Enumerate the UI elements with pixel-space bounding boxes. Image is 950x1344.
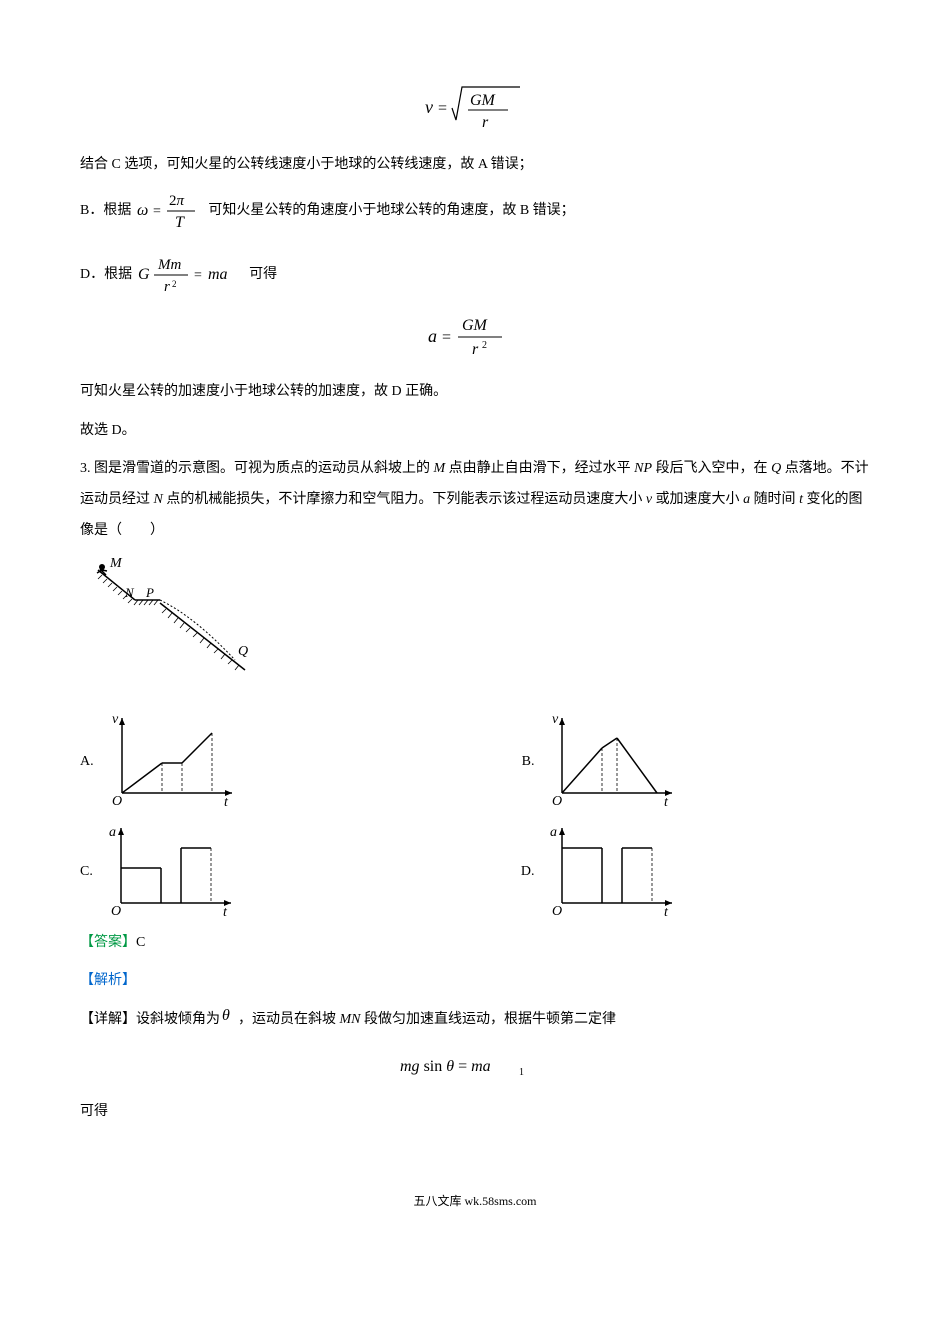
q3-text-6: 或加速度大小 <box>652 492 743 507</box>
graph-a: v O t <box>102 708 242 808</box>
svg-text:G: G <box>138 266 150 283</box>
option-c-letter: C. <box>80 857 93 918</box>
detail-end: 段做匀加速直线运动，根据牛顿第二定律 <box>361 1012 617 1027</box>
svg-text:ma: ma <box>208 266 228 283</box>
analysis-line: 【解析】 <box>80 966 870 997</box>
analysis-label-text: 【解析】 <box>80 973 136 988</box>
para-option-b: B．根据 ω = 2π T 可知火星公转的角速度小于地球公转的角速度，故 B 错… <box>80 189 870 233</box>
q3-text-7: 随时间 <box>750 492 799 507</box>
para-option-d: D．根据 G Mm r 2 = ma 可得 <box>80 253 870 297</box>
detail-post: ，运动员在斜坡 <box>238 1012 340 1027</box>
q3-text-3: 段后飞入空中，在 <box>652 461 771 476</box>
options-row-2: C. a O t D. a O t <box>80 818 870 918</box>
svg-text:Q: Q <box>238 644 248 659</box>
para-choose-d: 故选 D。 <box>80 416 870 447</box>
options-row-1: A. v O t B. v O t <box>80 708 870 808</box>
svg-text:v: v <box>425 97 433 117</box>
svg-text:Mm: Mm <box>157 257 181 273</box>
svg-text:a: a <box>428 326 437 346</box>
svg-text:2: 2 <box>172 279 177 289</box>
answer-label-text: 【答案】 <box>80 935 136 950</box>
svg-text:=: = <box>442 329 451 346</box>
svg-text:=: = <box>194 268 202 283</box>
svg-text:2π: 2π <box>169 193 185 209</box>
q3-np: NP <box>634 461 652 476</box>
option-b: B. v O t <box>522 708 683 808</box>
svg-text:a: a <box>109 825 116 840</box>
svg-text:t: t <box>664 905 669 918</box>
svg-text:t: t <box>664 795 669 808</box>
formula-a-gm: a = GM r 2 <box>80 312 870 362</box>
option-c: C. a O t <box>80 818 241 918</box>
svg-text:GM: GM <box>470 92 497 109</box>
svg-text:T: T <box>175 214 185 231</box>
svg-text:=: = <box>438 100 447 117</box>
gmm-formula: G Mm r 2 = ma <box>136 253 246 297</box>
text-b-post: 可知火星公转的角速度小于地球公转的角速度，故 B 错误； <box>208 203 574 218</box>
option-d: D. a O t <box>521 818 683 918</box>
detail-mn: MN <box>340 1012 361 1027</box>
q3-text-2: 点由静止自由滑下，经过水平 <box>445 461 634 476</box>
graph-c: a O t <box>101 818 241 918</box>
q3-text-1: 3. 图是滑雪道的示意图。可视为质点的运动员从斜坡上的 <box>80 461 434 476</box>
svg-text:=: = <box>153 204 161 219</box>
answer-value: C <box>136 935 145 950</box>
svg-text:a: a <box>550 825 557 840</box>
omega-formula: ω = 2π T <box>135 189 205 233</box>
svg-text:2: 2 <box>482 340 487 351</box>
detail-line: 【详解】设斜坡倾角为θ ，运动员在斜坡 MN 段做匀加速直线运动，根据牛顿第二定律 <box>80 1005 870 1036</box>
q3-n: N <box>154 492 163 507</box>
svg-text:P: P <box>145 585 154 600</box>
para-last: 可得 <box>80 1097 870 1128</box>
svg-text:O: O <box>552 794 562 808</box>
option-d-letter: D. <box>521 857 535 918</box>
svg-text:O: O <box>111 904 121 918</box>
svg-text:θ: θ <box>222 1007 230 1024</box>
formula-svg: v = GM r <box>420 75 530 135</box>
svg-text:ω: ω <box>137 202 148 219</box>
q3-q: Q <box>771 461 781 476</box>
graph-b: v O t <box>542 708 682 808</box>
text-d-pre: D．根据 <box>80 267 132 282</box>
svg-text:r: r <box>482 114 489 131</box>
q3-text-5: 点的机械能损失，不计摩擦力和空气阻力。下列能表示该过程运动员速度大小 <box>163 492 646 507</box>
formula-a-svg: a = GM r 2 <box>420 312 530 362</box>
para-option-a-wrong: 结合 C 选项，可知火星的公转线速度小于地球的公转线速度，故 A 错误； <box>80 150 870 181</box>
svg-text:t: t <box>224 795 229 808</box>
answer-line: 【答案】C <box>80 928 870 959</box>
q3-a: a <box>743 492 750 507</box>
svg-text:M: M <box>109 556 123 571</box>
svg-text:v: v <box>552 712 559 727</box>
theta-inline: θ <box>220 1006 238 1034</box>
svg-text:O: O <box>112 794 122 808</box>
option-b-letter: B. <box>522 747 535 808</box>
svg-text:r: r <box>164 279 170 295</box>
text-d-post: 可得 <box>249 267 277 282</box>
text-b-pre: B．根据 <box>80 203 131 218</box>
para-d-correct: 可知火星公转的加速度小于地球公转的加速度，故 D 正确。 <box>80 377 870 408</box>
page-footer: 五八文库 wk.58sms.com <box>80 1188 870 1214</box>
svg-text:mg sin θ = ma: mg sin θ = ma <box>400 1058 491 1075</box>
detail-pre: 【详解】设斜坡倾角为 <box>80 1012 220 1027</box>
question-3: 3. 图是滑雪道的示意图。可视为质点的运动员从斜坡上的 M 点由静止自由滑下，经… <box>80 454 870 546</box>
graph-d: a O t <box>542 818 682 918</box>
svg-text:O: O <box>552 904 562 918</box>
svg-text:GM: GM <box>462 317 489 334</box>
svg-text:1: 1 <box>519 1067 524 1078</box>
q3-m: M <box>434 461 446 476</box>
option-a-letter: A. <box>80 747 94 808</box>
formula-mgsin: mg sin θ = ma 1 <box>80 1051 870 1082</box>
svg-text:t: t <box>223 905 228 918</box>
option-a: A. v O t <box>80 708 242 808</box>
formula-v-sqrt: v = GM r <box>80 75 870 135</box>
svg-text:N: N <box>124 585 135 600</box>
svg-text:v: v <box>112 712 119 727</box>
svg-text:r: r <box>472 341 479 358</box>
ski-diagram: M N P Q <box>80 555 870 698</box>
